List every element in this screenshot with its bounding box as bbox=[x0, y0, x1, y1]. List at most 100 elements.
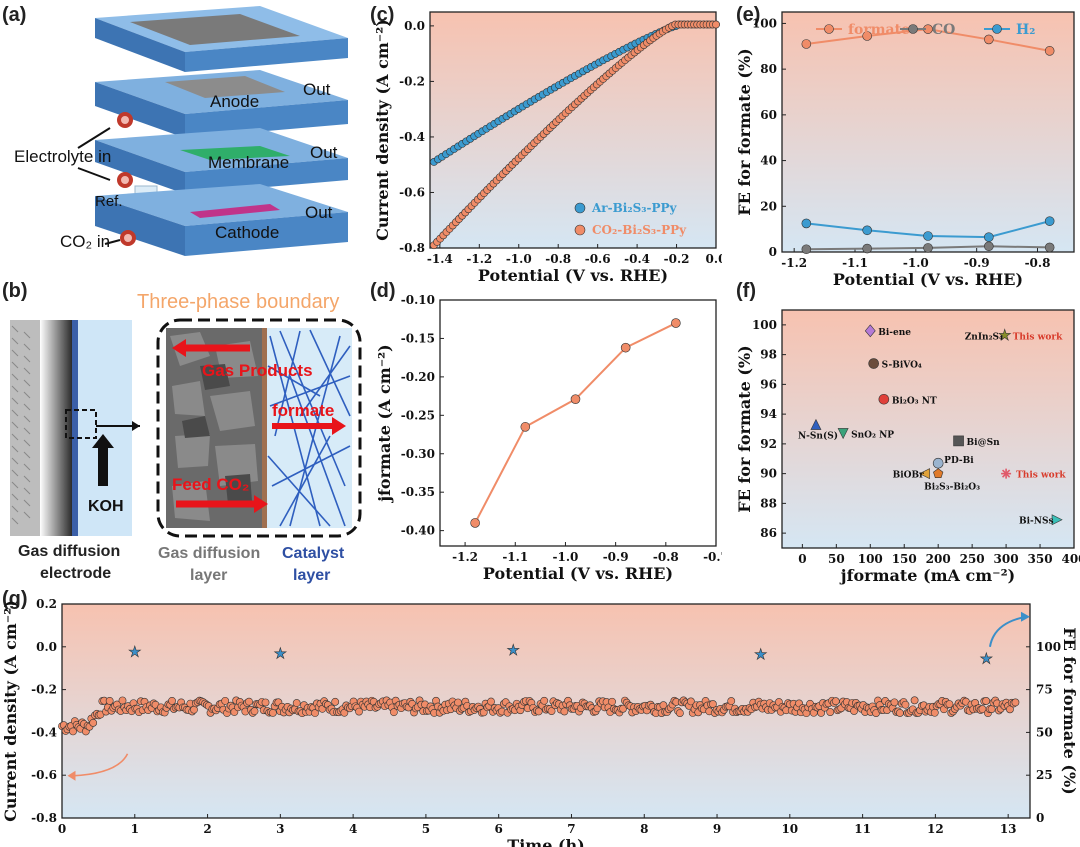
panel-label-b: (b) bbox=[2, 280, 28, 302]
panel-label-e: (e) bbox=[736, 4, 761, 26]
fe-point-formate bbox=[801, 39, 812, 49]
x-tick-label: -1.2 bbox=[781, 256, 807, 270]
y-tick-label: 86 bbox=[760, 526, 777, 540]
benchmark-label: S-BiVO₄ bbox=[882, 361, 922, 371]
koh-label: KOH bbox=[88, 498, 124, 515]
membrane-label: Membrane bbox=[208, 153, 289, 172]
current-point bbox=[487, 697, 495, 706]
current-point bbox=[311, 709, 319, 717]
cathode-plate bbox=[95, 184, 348, 256]
chart-e-fe: -1.2 -1.1 -1.0 -0.9 -0.8 0 20 40 60 80 100 Potentia… bbox=[736, 11, 1075, 289]
current-axis-arrow bbox=[72, 753, 129, 777]
gde-label-1: Gas diffusion bbox=[18, 543, 120, 560]
benchmark-label: This work bbox=[1013, 332, 1063, 342]
y-tick-label: 75 bbox=[1036, 683, 1053, 697]
legend-marker bbox=[824, 24, 834, 34]
current-point bbox=[896, 709, 904, 717]
current-point bbox=[890, 698, 899, 707]
current-point bbox=[168, 696, 176, 705]
x-tick-label: 9 bbox=[713, 822, 721, 836]
series-co2 bbox=[430, 20, 720, 250]
benchmark-point bbox=[864, 324, 876, 338]
chart-d-jformate: -1.2 -1.1 -1.0 -0.9 -0.8 -0.7 -0.10 -0.15 -0.20 -… bbox=[375, 293, 722, 583]
out-label-2: Out bbox=[310, 143, 338, 162]
legend-marker bbox=[992, 24, 1002, 34]
legend-label: H₂ bbox=[1016, 22, 1035, 38]
anode-label: Anode bbox=[210, 92, 259, 111]
current-point bbox=[676, 709, 684, 718]
current-point bbox=[560, 707, 569, 716]
jformate-point bbox=[620, 342, 631, 353]
plot-area bbox=[439, 299, 717, 547]
current-point bbox=[619, 704, 627, 713]
y-tick-label: 25 bbox=[1036, 768, 1053, 782]
benchmark-point bbox=[932, 457, 944, 469]
out-label-3: Out bbox=[305, 203, 333, 222]
jformate-point bbox=[520, 422, 531, 432]
y2-axis-label: FE for formate (%) bbox=[1060, 627, 1079, 794]
x-tick-label: -0.8 bbox=[653, 550, 679, 564]
feed-co2-label: Feed CO₂ bbox=[172, 475, 249, 494]
panel-label-f: (f) bbox=[736, 280, 756, 302]
membrane-plate bbox=[95, 128, 348, 195]
current-point bbox=[687, 697, 695, 706]
cat-label-2: layer bbox=[293, 567, 330, 584]
legend-label: CO bbox=[932, 22, 955, 38]
y-tick-label: 98 bbox=[760, 348, 777, 362]
x-axis-label: jformate (mA cm⁻²) bbox=[839, 566, 1015, 585]
x-tick-label: -1.1 bbox=[842, 256, 868, 270]
x-axis-label: Potential (V vs. RHE) bbox=[483, 564, 673, 583]
x-tick-label: 0 bbox=[58, 822, 66, 836]
benchmark-point bbox=[953, 435, 964, 447]
fe-point bbox=[979, 651, 993, 665]
benchmark-point bbox=[837, 428, 849, 440]
three-phase-boundary-schematic: Three-phase boundary KOH Gas diffusion e… bbox=[10, 291, 362, 584]
x-tick-label: -0.6 bbox=[585, 252, 611, 266]
current-point bbox=[826, 708, 835, 716]
x-tick-label: 12 bbox=[927, 822, 944, 836]
current-point bbox=[245, 697, 253, 706]
x-tick-label: -0.4 bbox=[624, 252, 650, 266]
x-tick-label: -0.9 bbox=[603, 550, 629, 564]
benchmark-label: Bi-NSs bbox=[1019, 517, 1054, 527]
cat-label-1: Catalyst bbox=[282, 545, 345, 562]
current-point bbox=[340, 708, 349, 717]
legend-label: CO₂-Bi₂S₃-PPy bbox=[592, 223, 687, 237]
fe-point-h2 bbox=[984, 232, 994, 242]
benchmark-label: Bi@Sn bbox=[967, 438, 1001, 448]
gde-label-2: electrode bbox=[40, 565, 111, 582]
benchmark-point bbox=[998, 328, 1012, 341]
current-point bbox=[930, 708, 939, 717]
fe-point-formate bbox=[1044, 46, 1055, 56]
x-tick-label: 5 bbox=[422, 822, 430, 836]
current-point bbox=[355, 707, 363, 716]
x-tick-label: 350 bbox=[1028, 552, 1053, 566]
gas-products-label: Gas Products bbox=[202, 361, 313, 380]
gdl-label-2: layer bbox=[190, 567, 227, 584]
current-point bbox=[817, 709, 825, 717]
benchmark-label: BiOBr bbox=[893, 471, 924, 481]
current-point bbox=[190, 705, 198, 714]
ref-label: Ref. bbox=[95, 193, 123, 210]
y-axis-label: Current density (A cm⁻²) bbox=[1, 600, 20, 822]
current-point bbox=[831, 697, 840, 706]
legend-marker bbox=[908, 24, 918, 34]
current-point bbox=[268, 708, 277, 717]
current-point bbox=[709, 700, 717, 708]
y-axis-label: FE for formate (%) bbox=[736, 48, 754, 215]
fe-point-h2 bbox=[1044, 216, 1055, 226]
panel-label-c: (c) bbox=[370, 4, 395, 26]
y-tick-label: -0.8 bbox=[31, 811, 57, 825]
x-tick-label: 3 bbox=[276, 822, 284, 836]
legend-marker bbox=[574, 202, 586, 214]
y-tick-label: 0.0 bbox=[36, 640, 57, 654]
benchmark-label: Bi₂S₃-Bi₂O₃ bbox=[924, 483, 980, 493]
current-point bbox=[250, 707, 259, 716]
y-tick-label: 88 bbox=[760, 496, 777, 510]
fe-arrowhead bbox=[1020, 611, 1030, 622]
x-tick-label: -1.4 bbox=[427, 252, 453, 266]
y-tick-label: 100 bbox=[752, 16, 777, 30]
x-tick-label: -1.2 bbox=[466, 252, 492, 266]
benchmark-label: Bi-ene bbox=[878, 328, 911, 338]
jformate-point bbox=[470, 518, 480, 528]
